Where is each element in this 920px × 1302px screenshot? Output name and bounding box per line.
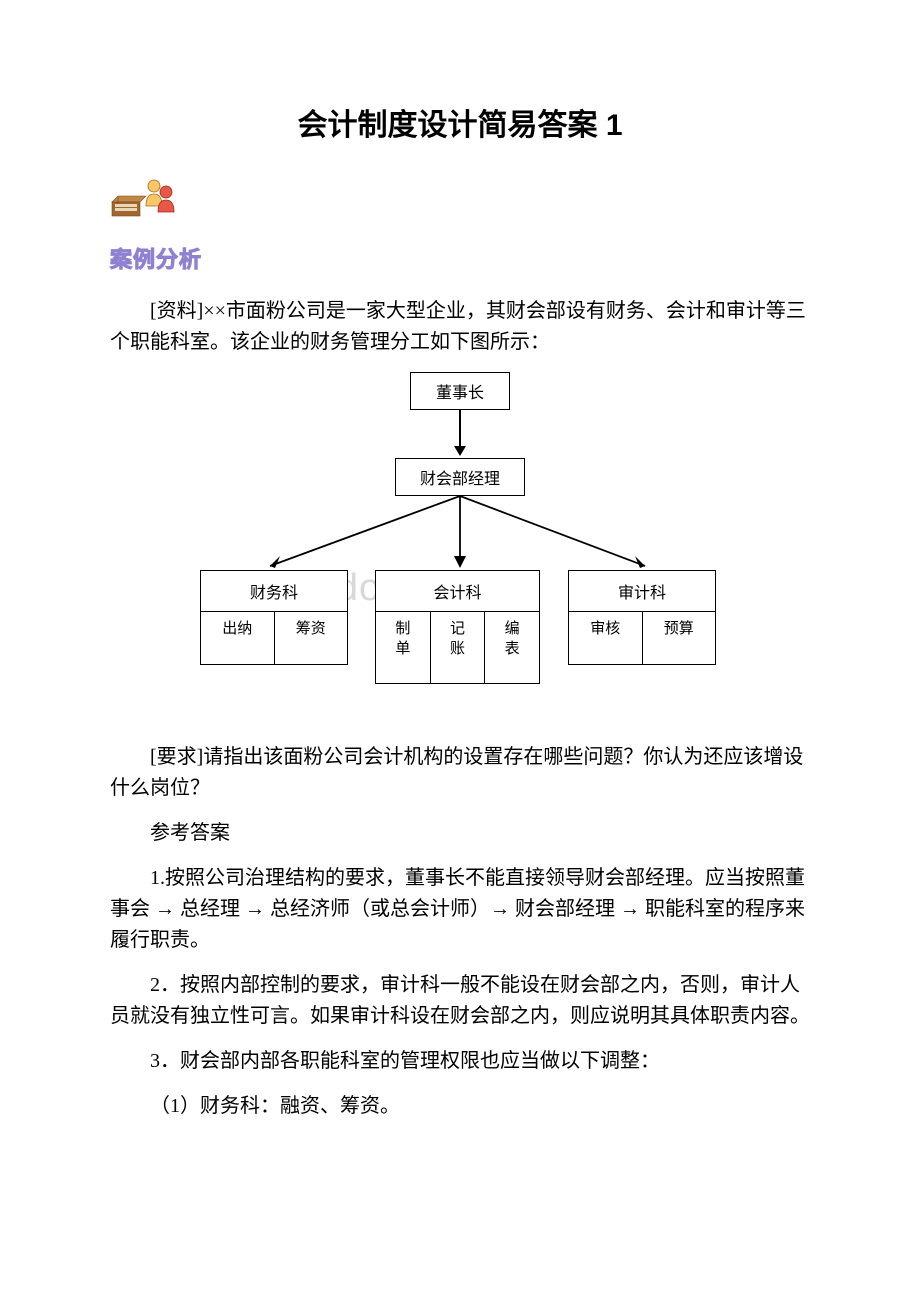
paragraph-answer-1: 1.按照公司治理结构的要求，董事长不能直接领导财会部经理。应当按照董事会 → 总… [110,863,810,956]
dept-cell: 审核 [569,612,643,664]
dept-accounting: 会计科 制 单 记 账 编 表 [375,570,540,684]
paragraph-answer-3-1: （1）财务科：融资、筹资。 [110,1091,810,1122]
paragraph-answer-label: 参考答案 [110,818,810,849]
dept-audit-header: 审计科 [569,571,715,612]
org-chart: www.bdocx.com 董事长 财会部经理 财务科 出纳 筹资 会计科 制 … [190,372,730,722]
dept-cell: 记 账 [431,612,486,683]
dept-audit: 审计科 审核 预算 [568,570,716,665]
dept-finance-header: 财务科 [201,571,347,612]
paragraph-material: [资料]××市面粉公司是一家大型企业，其财会部设有财务、会计和审计等三个职能科室… [110,296,810,358]
dept-accounting-header: 会计科 [376,571,539,612]
branch-connectors [190,496,730,578]
books-people-icon [110,174,180,229]
dept-cell: 编 表 [485,612,539,683]
section-label: 案例分析 [110,242,810,274]
org-node-chairman: 董事长 [410,372,510,410]
org-chart-wrapper: www.bdocx.com 董事长 财会部经理 财务科 出纳 筹资 会计科 制 … [110,372,810,722]
paragraph-requirement: [要求]请指出该面粉公司会计机构的设置存在哪些问题？你认为还应该增设什么岗位？ [110,742,810,804]
dept-finance: 财务科 出纳 筹资 [200,570,348,665]
dept-cell: 筹资 [275,612,348,664]
page-title: 会计制度设计简易答案 1 [110,100,810,144]
connector-line [459,410,461,448]
org-node-manager: 财会部经理 [395,458,525,496]
dept-cell: 预算 [643,612,716,664]
dept-cell: 制 单 [376,612,431,683]
section-icon-block [110,174,810,234]
dept-cell: 出纳 [201,612,275,664]
paragraph-answer-3: 3．财会部内部各职能科室的管理权限也应当做以下调整： [110,1046,810,1077]
paragraph-answer-2: 2．按照内部控制的要求，审计科一般不能设在财会部之内，否则，审计人员就没有独立性… [110,970,810,1032]
arrow-down-icon [454,446,466,456]
